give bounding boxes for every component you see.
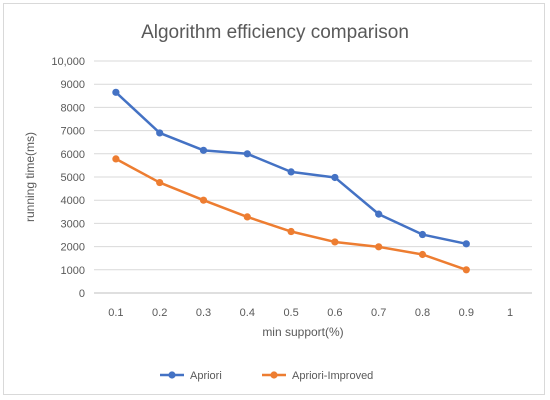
y-tick-label: 9000 bbox=[61, 79, 85, 91]
data-point bbox=[156, 178, 164, 187]
data-point bbox=[199, 146, 208, 154]
legend-marker bbox=[270, 371, 278, 379]
data-point bbox=[462, 240, 470, 248]
y-tick-label: 3000 bbox=[61, 218, 85, 230]
x-tick-label: 0.4 bbox=[240, 307, 255, 319]
x-tick-label: 0.3 bbox=[196, 307, 211, 319]
line-chart: Algorithm efficiency comparison 0 1000 200… bbox=[23, 22, 532, 382]
data-point bbox=[418, 230, 427, 239]
data-point bbox=[418, 250, 427, 259]
data-point bbox=[287, 168, 295, 176]
data-point bbox=[375, 243, 383, 251]
y-tick-label: 7000 bbox=[61, 126, 85, 138]
data-point bbox=[462, 266, 470, 274]
x-tick-label: 1 bbox=[507, 307, 513, 319]
data-point bbox=[375, 210, 383, 218]
data-point bbox=[243, 150, 251, 158]
y-tick-label: 2000 bbox=[61, 242, 85, 254]
y-tick-label: 10,000 bbox=[51, 56, 85, 68]
series-line-apriori-improved bbox=[114, 157, 468, 272]
x-tick-label: 0.9 bbox=[459, 307, 474, 319]
data-point bbox=[287, 227, 295, 236]
x-tick-label: 0.7 bbox=[371, 307, 386, 319]
gridlines bbox=[94, 60, 532, 271]
x-tick-label: 0.6 bbox=[327, 307, 342, 319]
series bbox=[112, 88, 470, 274]
y-tick-label: 4000 bbox=[61, 195, 85, 207]
x-tick-label: 0.2 bbox=[152, 307, 167, 319]
chart-title: Algorithm efficiency comparison bbox=[141, 22, 409, 43]
x-tick-labels: 0.1 0.2 0.3 0.4 0.5 0.6 0.7 0.8 0.9 1 bbox=[108, 307, 513, 319]
y-tick-labels: 0 1000 2000 3000 4000 5000 6000 7000 8000 9000 10,… bbox=[51, 56, 85, 300]
chart-frame: Algorithm efficiency comparison 0 1000 200… bbox=[3, 3, 545, 395]
data-point bbox=[112, 155, 120, 163]
y-tick-label: 8000 bbox=[61, 102, 85, 114]
data-point bbox=[199, 196, 208, 204]
data-point bbox=[156, 129, 164, 137]
data-point bbox=[243, 213, 251, 221]
legend-marker bbox=[168, 371, 176, 379]
data-point bbox=[112, 88, 120, 96]
series-line-apriori bbox=[114, 91, 468, 246]
y-tick-label: 1000 bbox=[61, 265, 85, 277]
y-tick-label: 0 bbox=[79, 288, 85, 300]
y-tick-label: 6000 bbox=[61, 149, 85, 161]
legend-label: Apriori bbox=[190, 370, 222, 382]
data-point bbox=[331, 238, 339, 246]
x-tick-label: 0.5 bbox=[283, 307, 298, 319]
x-tick-label: 0.1 bbox=[108, 307, 123, 319]
y-tick-label: 5000 bbox=[61, 172, 85, 184]
legend: Apriori Apriori-Improved bbox=[160, 370, 373, 382]
x-axis-label: min support(%) bbox=[262, 325, 343, 339]
data-point bbox=[331, 173, 339, 182]
x-tick-label: 0.8 bbox=[415, 307, 430, 319]
legend-label: Apriori-Improved bbox=[292, 370, 373, 382]
y-axis-label: running time(ms) bbox=[23, 132, 37, 222]
